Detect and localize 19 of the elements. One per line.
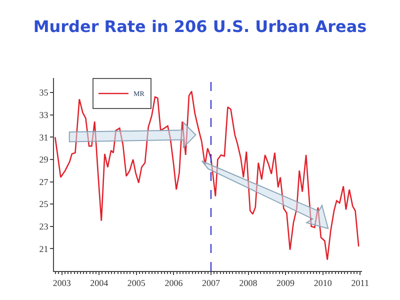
x-tick-label: 2009	[276, 278, 296, 288]
y-tick-label: 25	[39, 199, 49, 210]
x-tick-label: 2011	[351, 278, 369, 288]
y-tick-label: 21	[39, 244, 48, 254]
y-tick-label: 31	[39, 132, 48, 142]
y-tick-label: 33	[39, 110, 49, 120]
x-tick-label: 2005	[127, 278, 146, 288]
x-tick-label: 2007	[202, 278, 220, 288]
chart-title: Murder Rate in 206 U.S. Urban Areas	[33, 17, 367, 36]
y-tick-label: 27	[39, 176, 49, 187]
line-series	[54, 90, 360, 260]
x-tick-label: 2008	[239, 278, 258, 288]
y-tick-label: 35	[39, 88, 49, 98]
x-tick-label: 2010	[314, 278, 332, 288]
x-tick-label: 2004	[90, 278, 109, 288]
x-tick-label: 2006	[164, 278, 184, 288]
y-tick-label: 29	[39, 154, 49, 165]
y-tick-label: 23	[39, 222, 49, 232]
x-tick-label: 2003	[52, 278, 72, 288]
